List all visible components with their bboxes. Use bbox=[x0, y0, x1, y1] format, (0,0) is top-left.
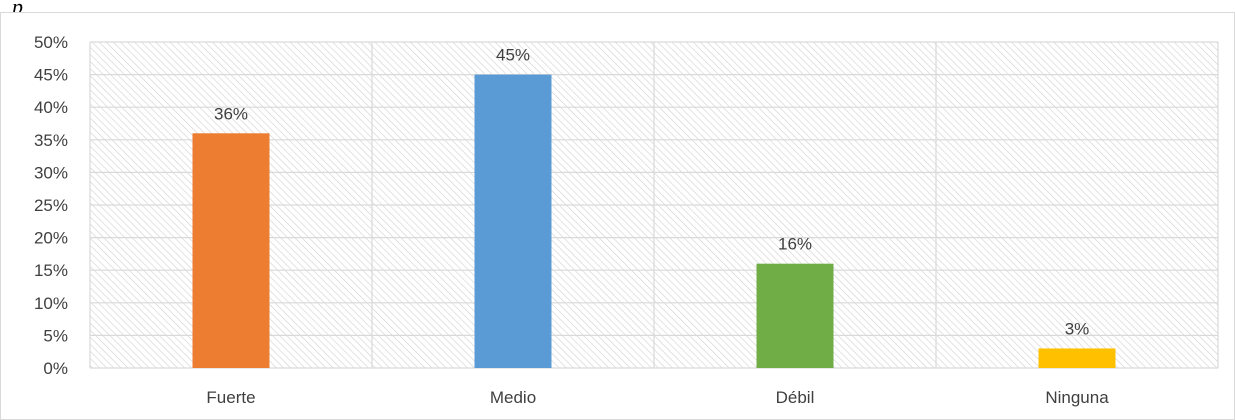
y-tick-label: 5% bbox=[43, 326, 68, 345]
y-tick-label: 0% bbox=[43, 359, 68, 378]
data-label: 36% bbox=[214, 104, 248, 123]
y-tick-label: 10% bbox=[34, 294, 68, 313]
y-tick-label: 35% bbox=[34, 131, 68, 150]
y-tick-label: 20% bbox=[34, 229, 68, 248]
y-tick-label: 15% bbox=[34, 261, 68, 280]
y-tick-label: 25% bbox=[34, 196, 68, 215]
bar bbox=[475, 75, 552, 368]
x-tick-label: Medio bbox=[490, 388, 536, 407]
y-tick-label: 30% bbox=[34, 163, 68, 182]
data-label: 16% bbox=[778, 235, 812, 254]
y-tick-label: 45% bbox=[34, 66, 68, 85]
y-tick-label: 40% bbox=[34, 98, 68, 117]
bar bbox=[757, 264, 834, 368]
x-tick-label: Débil bbox=[776, 388, 815, 407]
data-label: 3% bbox=[1065, 319, 1090, 338]
data-label: 45% bbox=[496, 46, 530, 65]
x-tick-label: Ninguna bbox=[1045, 388, 1109, 407]
y-tick-label: 50% bbox=[34, 33, 68, 52]
x-tick-label: Fuerte bbox=[206, 388, 255, 407]
bar bbox=[193, 133, 270, 368]
bar bbox=[1039, 348, 1116, 368]
